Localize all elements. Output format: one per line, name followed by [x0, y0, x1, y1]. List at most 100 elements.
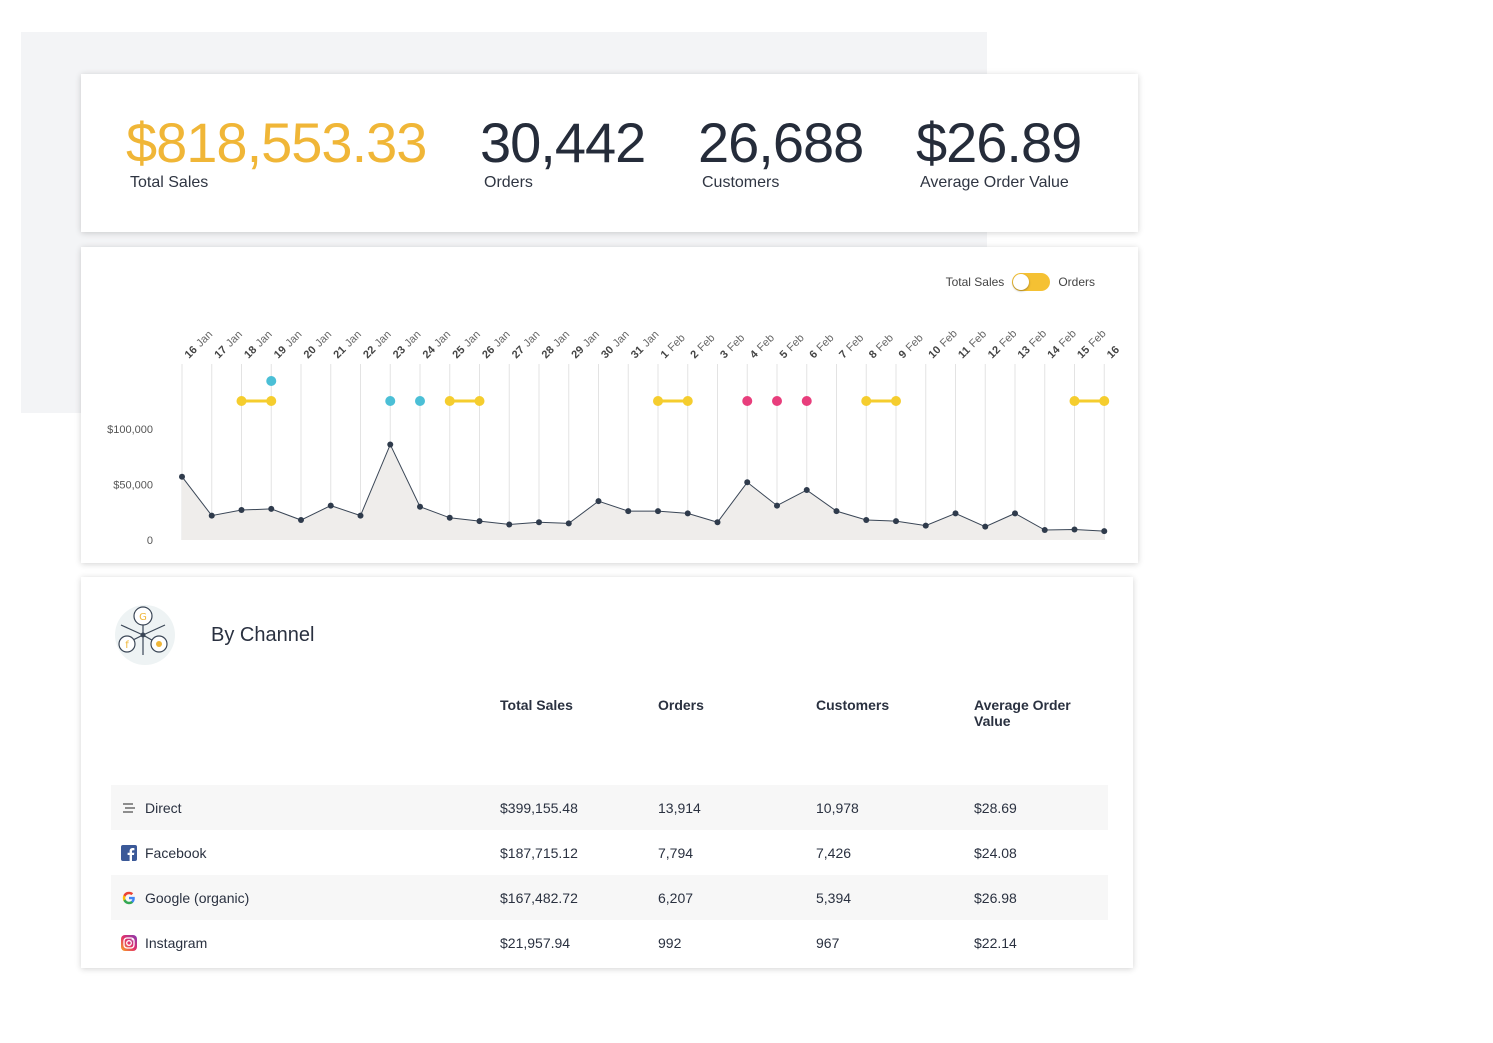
x-tick-label: 15Feb	[1075, 328, 1108, 361]
data-point	[208, 512, 215, 519]
toggle-label-orders[interactable]: Orders	[1058, 275, 1095, 289]
x-tick-label: 26Jan	[480, 329, 513, 362]
kpi-value: 30,442	[480, 111, 646, 174]
x-tick-label: 3Feb	[718, 332, 747, 361]
metric-toggle: Total Sales Orders	[938, 273, 1103, 291]
data-point	[179, 473, 185, 480]
cell-customers: 967	[816, 934, 840, 951]
facebook-icon	[121, 844, 137, 861]
cell-aov: $24.08	[974, 844, 1017, 861]
x-tick-label: 30Jan	[599, 329, 632, 362]
annotation-marker	[891, 396, 901, 406]
x-tick-label: 5Feb	[778, 332, 807, 361]
x-tick-label: 13Feb	[1016, 328, 1049, 361]
annotation-marker	[474, 396, 485, 406]
annotation-marker	[236, 396, 247, 406]
table-row[interactable]: Instagram $21,957.94 992 967 $22.14	[111, 920, 1108, 965]
x-tick-label: 27Jan	[510, 329, 543, 362]
annotation-marker	[682, 396, 693, 406]
y-tick-label: 0	[147, 535, 153, 547]
x-tick-label: 21Jan	[331, 329, 364, 362]
data-point	[922, 522, 929, 529]
data-point	[536, 519, 542, 526]
cell-aov: $26.98	[974, 875, 1108, 920]
table-row[interactable]: Facebook $187,715.12 7,794 7,426 $24.08	[111, 830, 1108, 875]
table-header-row: Total Sales Orders Customers Average Ord…	[111, 697, 1108, 785]
annotation-marker	[266, 376, 277, 386]
data-point	[625, 508, 632, 515]
kpi-card: $818,553.33 Total Sales 30,442 Orders 26…	[81, 74, 1138, 232]
x-tick-label: 7Feb	[837, 332, 866, 361]
data-point	[446, 514, 453, 521]
x-tick-label: 8Feb	[867, 332, 896, 361]
y-tick-label: $50,000	[113, 480, 153, 492]
instagram-icon	[121, 934, 137, 951]
annotation-marker	[861, 396, 872, 406]
metric-toggle-switch[interactable]	[1012, 273, 1051, 291]
channel-title: By Channel	[211, 623, 315, 646]
column-header-total-sales[interactable]: Total Sales	[500, 697, 573, 713]
cell-customers: 5,394	[816, 875, 974, 920]
data-point	[417, 503, 423, 510]
data-point	[893, 518, 899, 525]
kpi-value: $818,553.33	[126, 111, 427, 174]
toggle-label-total-sales[interactable]: Total Sales	[945, 275, 1005, 289]
data-point	[744, 479, 751, 486]
x-tick-label: 12Feb	[986, 328, 1019, 361]
kpi-label: Customers	[702, 174, 780, 191]
x-tick-label: 17Jan	[212, 329, 245, 362]
annotation-marker	[772, 396, 782, 406]
kpi-average-order-value: $26.89 Average Order Value	[916, 112, 1082, 192]
x-tick-label: 6Feb	[807, 332, 836, 361]
kpi-orders: 30,442 Orders	[480, 111, 646, 192]
column-header-average-order-value[interactable]: Average Order Value	[974, 697, 1071, 729]
column-header-orders[interactable]: Orders	[658, 697, 704, 713]
cell-orders: 992	[658, 934, 682, 951]
x-tick-label: 28Jan	[540, 329, 573, 362]
cell-aov: $28.69	[974, 785, 1108, 830]
data-point	[1012, 510, 1018, 517]
annotation-marker	[1099, 396, 1110, 406]
annotation-marker	[266, 396, 277, 406]
channel-table: Total Sales Orders Customers Average Ord…	[111, 697, 1108, 965]
data-point	[684, 510, 691, 517]
x-tick-label: 16	[1105, 344, 1122, 361]
channel-name: Google (organic)	[145, 889, 250, 906]
x-tick-label: 23Jan	[391, 329, 424, 362]
cell-orders: 13,914	[658, 785, 816, 830]
google-icon	[121, 890, 137, 906]
data-point	[506, 521, 513, 528]
sales-area	[182, 444, 1105, 540]
cell-total-sales: $167,482.72	[500, 875, 658, 920]
data-point	[655, 508, 661, 515]
kpi-value: 26,688	[698, 111, 864, 174]
channel-illustration-icon: G f	[115, 605, 175, 665]
kpi-total-sales: $818,553.33 Total Sales	[126, 111, 427, 192]
channel-card: G f By Channel Total Sales Orders Custom…	[81, 577, 1133, 968]
x-tick-label: 14Feb	[1045, 328, 1078, 361]
channel-header: G f By Channel	[109, 603, 314, 667]
x-tick-label: 9Feb	[897, 332, 926, 361]
table-row[interactable]: Direct $399,155.48 13,914 10,978 $28.69	[111, 785, 1108, 830]
kpi-label: Orders	[484, 174, 533, 191]
data-point	[476, 518, 483, 525]
channel-name: Facebook	[145, 844, 207, 861]
data-point	[387, 441, 394, 448]
cell-total-sales: $399,155.48	[500, 785, 658, 830]
column-header-channel	[111, 697, 500, 785]
data-point	[833, 508, 840, 515]
x-tick-label: 22Jan	[361, 329, 394, 362]
data-point	[982, 523, 989, 530]
column-header-customers[interactable]: Customers	[816, 697, 890, 713]
direct-icon	[121, 800, 137, 816]
sales-chart: 0 $50,000 $100,000 16Jan17Jan18Jan19Jan20Ja…	[107, 328, 1122, 547]
annotation-marker	[742, 396, 753, 406]
sales-line	[181, 443, 1105, 532]
table-row[interactable]: Google (organic) $167,482.72 6,207 5,394…	[111, 875, 1108, 920]
data-point	[774, 502, 780, 509]
annotation-marker	[1069, 396, 1080, 406]
annotation-marker	[653, 396, 663, 406]
svg-text:f: f	[125, 640, 129, 651]
cell-customers: 10,978	[816, 785, 974, 830]
kpi-customers: 26,688 Customers	[698, 111, 864, 192]
